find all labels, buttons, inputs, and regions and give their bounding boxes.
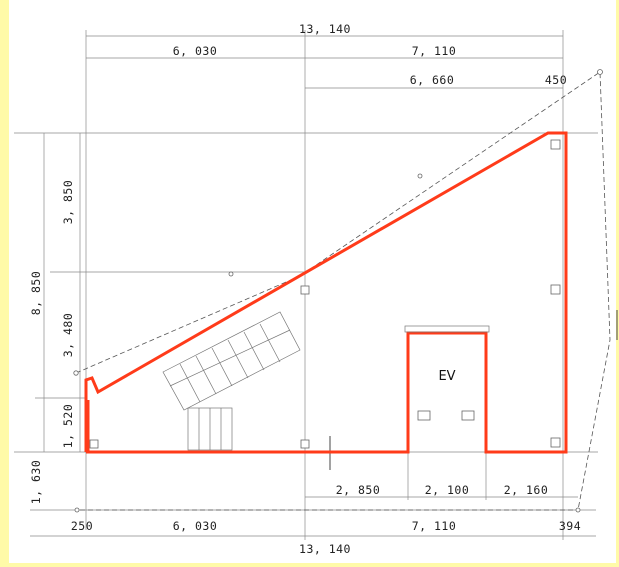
dim-right-top: 7, 110	[412, 44, 457, 58]
dim-height-total: 8, 850	[29, 271, 43, 316]
elevator-label: EV	[438, 369, 455, 384]
dim-height-below: 1, 630	[29, 460, 43, 505]
dim-bottom-right: 7, 110	[412, 519, 457, 533]
dim-left-top: 6, 030	[173, 44, 218, 58]
dim-bottom-seg3: 2, 160	[504, 483, 549, 497]
drawing-frame	[9, 0, 616, 563]
dim-right-sub: 6, 660	[410, 73, 455, 87]
dim-overall-top: 13, 140	[299, 22, 351, 36]
dim-left-offset: 250	[71, 519, 93, 533]
boundary-points	[73, 69, 603, 513]
site-boundary	[75, 71, 611, 511]
dim-bottom-seg1: 2, 850	[336, 483, 381, 497]
dim-right-offset: 394	[559, 519, 581, 533]
column-markers	[89, 139, 561, 449]
stairs	[162, 311, 301, 451]
dim-height-low: 1, 520	[61, 404, 75, 449]
dim-height-upper: 3, 850	[61, 180, 75, 225]
dim-right-end: 450	[545, 73, 567, 87]
dim-height-mid: 3, 480	[61, 313, 75, 358]
building-outline	[84, 131, 568, 454]
dim-overall-bottom: 13, 140	[299, 542, 351, 556]
dimension-lines	[14, 30, 598, 540]
dim-bottom-left: 6, 030	[173, 519, 218, 533]
dim-bottom-seg2: 2, 100	[425, 483, 470, 497]
